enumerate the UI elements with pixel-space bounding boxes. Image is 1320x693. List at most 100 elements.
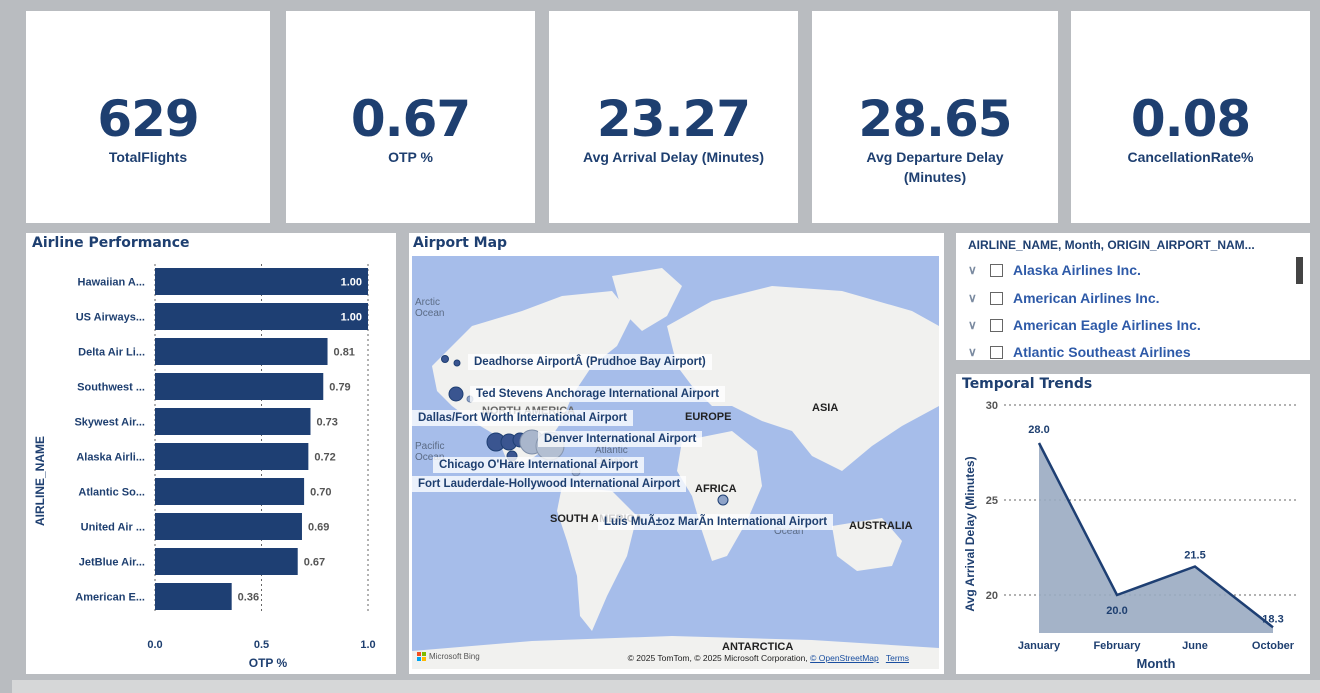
data-label: 0.81: [334, 347, 355, 359]
data-label: 20.0: [1106, 605, 1127, 617]
bar: [155, 268, 368, 295]
x-tick-label: October: [1252, 640, 1295, 652]
airport-label[interactable]: Ted Stevens Anchorage International Airp…: [470, 386, 726, 402]
kpi-label: Avg Departure Delay (Minutes): [866, 149, 1004, 185]
y-tick-label: 20: [986, 590, 998, 602]
y-tick-label: Atlantic So...: [78, 487, 145, 499]
kpi-value: 28.65: [858, 90, 1012, 148]
region-label-antarctica: ANTARCTICA: [722, 641, 794, 653]
kpi-value: 629: [97, 90, 199, 148]
slicer-item[interactable]: ∨ American Eagle Airlines Inc.: [968, 314, 1201, 336]
region-label-europe: EUROPE: [685, 411, 732, 423]
temporal-trends-title: Temporal Trends: [962, 376, 1093, 392]
airport-label[interactable]: Fort Lauderdale-Hollywood International …: [412, 476, 687, 492]
data-label: 0.72: [314, 452, 335, 464]
kpi-card-avg-arrival-delay: 23.27 Avg Arrival Delay (Minutes): [549, 11, 798, 223]
region-label-africa: AFRICA: [695, 483, 737, 495]
checkbox[interactable]: [990, 291, 1003, 305]
kpi-value: 23.27: [596, 90, 751, 148]
y-tick-label: JetBlue Air...: [79, 557, 145, 569]
data-label: 1.00: [341, 277, 362, 289]
slicer-header: AIRLINE_NAME, Month, ORIGIN_AIRPORT_NAM.…: [968, 238, 1255, 252]
bing-logo-text: Microsoft Bing: [429, 652, 480, 661]
y-tick-label: Alaska Airli...: [76, 452, 145, 464]
kpi-value: 0.67: [350, 90, 471, 148]
region-label-australia: AUSTRALIA: [849, 520, 913, 532]
chevron-down-icon[interactable]: ∨: [968, 291, 977, 305]
slicer-item-label: Atlantic Southeast Airlines: [1013, 344, 1191, 360]
data-label: 28.0: [1028, 424, 1049, 436]
map-attribution: © 2025 TomTom, © 2025 Microsoft Corporat…: [628, 653, 909, 663]
chevron-down-icon[interactable]: ∨: [968, 263, 977, 277]
chevron-down-icon[interactable]: ∨: [968, 345, 977, 359]
checkbox[interactable]: [990, 345, 1003, 359]
kpi-card-cancellation-rate: 0.08 CancellationRate%: [1071, 11, 1310, 223]
bottom-bar: [12, 680, 1320, 693]
data-label: 0.36: [238, 592, 259, 604]
area-fill: [1039, 443, 1273, 633]
kpi-card-total-flights: 629 TotalFlights: [26, 11, 270, 223]
region-label-asia: ASIA: [812, 402, 839, 414]
bar: [155, 443, 309, 470]
attribution-text: © 2025 TomTom, © 2025 Microsoft Corporat…: [627, 653, 808, 663]
airport-label[interactable]: Dallas/Fort Worth International Airport: [412, 410, 633, 426]
slicer-item[interactable]: ∨ American Airlines Inc.: [968, 287, 1160, 309]
ocean-label-indian: Ocean: [774, 526, 804, 537]
y-axis-title: AIRLINE_NAME: [33, 436, 47, 526]
x-tick-label: 0.5: [254, 639, 269, 651]
slicer-item-label: American Airlines Inc.: [1013, 290, 1160, 306]
slicer-item[interactable]: ∨ Atlantic Southeast Airlines: [968, 341, 1191, 360]
scrollbar[interactable]: [1296, 257, 1303, 284]
data-label: 0.69: [308, 522, 329, 534]
bar: [155, 513, 302, 540]
x-tick-label: February: [1093, 640, 1141, 652]
data-label: 1.00: [341, 312, 362, 324]
y-tick-label: Southwest ...: [77, 382, 145, 394]
terms-link[interactable]: Terms: [885, 653, 909, 663]
slicer-item-label: Alaska Airlines Inc.: [1013, 262, 1141, 278]
airport-label[interactable]: Denver International Airport: [538, 431, 703, 447]
y-tick-label: 25: [986, 495, 998, 507]
x-axis-title: OTP %: [249, 656, 288, 670]
slicer-item-label: American Eagle Airlines Inc.: [1013, 317, 1201, 333]
kpi-label: Avg Arrival Delay (Minutes): [582, 149, 764, 165]
map-canvas[interactable]: Arctic Ocean Pacific Ocean Atlantic Ocea…: [412, 256, 939, 669]
airport-map-panel[interactable]: Airport Map: [409, 233, 944, 674]
bar: [155, 338, 328, 365]
airport-label[interactable]: Chicago O'Hare International Airport: [433, 457, 645, 473]
airport-label[interactable]: Luis MuÃ±oz MarÃ­n International Airport: [598, 514, 834, 530]
slicer-panel[interactable]: AIRLINE_NAME, Month, ORIGIN_AIRPORT_NAM.…: [956, 233, 1310, 360]
y-tick-label: American E...: [75, 592, 145, 604]
kpi-label: TotalFlights: [108, 149, 188, 165]
data-label: 0.70: [310, 487, 331, 499]
checkbox[interactable]: [990, 263, 1003, 277]
x-tick-label: June: [1182, 640, 1208, 652]
bar: [155, 583, 232, 610]
data-label: 21.5: [1184, 550, 1205, 562]
data-label: 18.3: [1262, 613, 1283, 625]
airport-label[interactable]: Deadhorse AirportÂ (Prudhoe Bay Airport): [468, 354, 712, 370]
bing-logo-icon: [417, 652, 426, 661]
series-line: [1037, 442, 1274, 629]
airline-performance-panel[interactable]: Airline Performance AIRLINE_NAME OTP % 0…: [26, 233, 396, 674]
chevron-down-icon[interactable]: ∨: [968, 318, 977, 332]
checkbox[interactable]: [990, 318, 1003, 332]
kpi-label: OTP %: [388, 149, 433, 165]
airline-performance-title: Airline Performance: [32, 235, 190, 251]
temporal-trends-chart[interactable]: Avg Arrival Delay (Minutes) Month 20 25 30…: [956, 374, 1310, 674]
y-axis-title: Avg Arrival Delay (Minutes): [963, 456, 977, 611]
x-tick-label: January: [1018, 640, 1061, 652]
y-tick-label: Skywest Air...: [74, 417, 145, 429]
bar: [155, 478, 305, 505]
ocean-label-arctic: Arctic Ocean: [415, 297, 445, 319]
data-label: 0.79: [329, 382, 350, 394]
ocean-label-pacific: Pacific Ocean: [415, 441, 445, 463]
y-tick-label: Hawaiian A...: [78, 277, 145, 289]
kpi-value: 0.08: [1130, 90, 1251, 148]
osm-link[interactable]: © OpenStreetMap: [810, 653, 879, 663]
y-tick-label: 30: [986, 400, 998, 412]
airline-performance-chart[interactable]: AIRLINE_NAME OTP % 0.0 0.5 1.0 Hawaiian A.…: [26, 233, 396, 674]
slicer-item[interactable]: ∨ Alaska Airlines Inc.: [968, 259, 1141, 281]
kpi-card-otp: 0.67 OTP %: [286, 11, 535, 223]
temporal-trends-panel[interactable]: Temporal Trends Avg Arrival Delay (Minut…: [956, 374, 1310, 674]
